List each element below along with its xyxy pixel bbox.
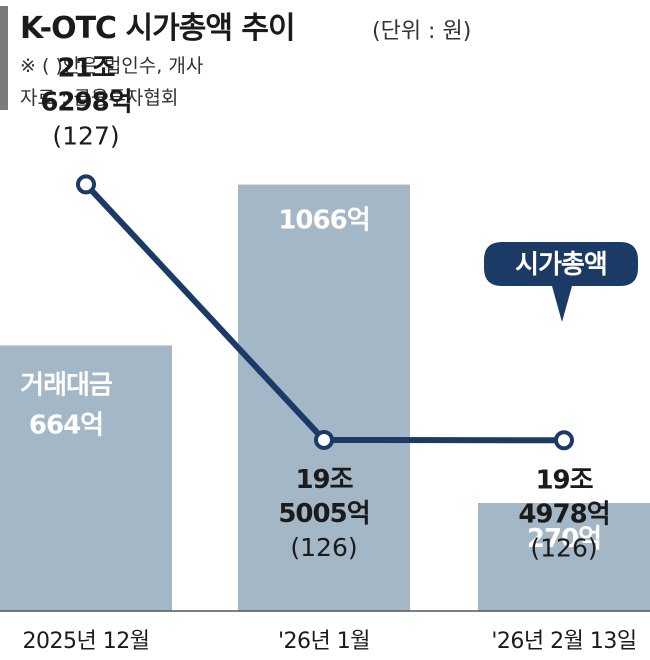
chart-unit: (단위 : 원) (372, 19, 471, 44)
company-count-label-1: (126) (290, 533, 357, 562)
market-cap-label-1-1: 5005억 (278, 499, 369, 529)
market-cap-point-0 (76, 174, 96, 195)
chart-title: K-OTC 시가총액 추이 (20, 11, 295, 46)
market-cap-point-2 (554, 430, 574, 451)
bar-2 (478, 503, 650, 611)
market-cap-label-0-0: 21조 (57, 53, 115, 83)
company-count-label-2: (126) (530, 533, 597, 562)
x-tick-label-1: '26년 1월 (278, 629, 370, 654)
bar-group (0, 184, 650, 611)
x-tick-label-0: 2025년 12월 (23, 629, 150, 654)
market-cap-label-2-1: 4978억 (518, 499, 609, 529)
company-count-label-0: (127) (52, 121, 119, 150)
title-accent-bar (0, 6, 8, 110)
market-cap-label-1-0: 19조 (295, 465, 353, 495)
bar-value-label-0: 664억 (29, 410, 103, 440)
market-cap-label-0-1: 6298억 (40, 87, 131, 117)
market-cap-point-1 (314, 429, 334, 450)
line-label-group: 21조 6298억 (127) 19조 5005억 (126) 19조 4978억 (126) (40, 53, 610, 562)
market-cap-label-2-0: 19조 (535, 465, 593, 495)
line-callout: 시가총액 (484, 242, 638, 322)
chart-source: 자료 : 금융투자협회 (20, 87, 178, 109)
x-tick-group: 2025년 12월 '26년 1월 '26년 2월 13일 (23, 629, 638, 654)
callout-text: 시가총액 (515, 250, 607, 280)
bar-value-label-1: 1066억 (278, 206, 369, 236)
bar-0 (0, 345, 172, 611)
bar-1 (238, 184, 410, 611)
bar-series-label: 거래대금 (20, 370, 113, 400)
bar-label-group: 거래대금 664억 1066억 270억 (20, 206, 602, 554)
bar-value-label-2: 270억 (527, 524, 601, 554)
line-group (76, 174, 574, 451)
x-tick-label-2: '26년 2월 13일 (491, 629, 636, 654)
chart-note: ※ ( )안은 법인수, 개사 (20, 55, 203, 77)
callout-shape (484, 242, 638, 322)
